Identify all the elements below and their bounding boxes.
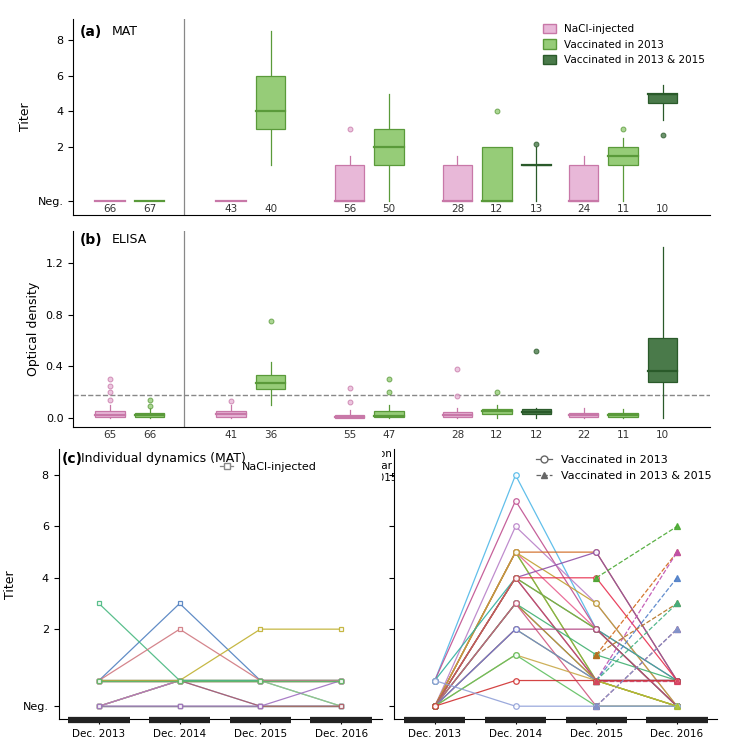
Bar — [648, 338, 677, 382]
Text: 13: 13 — [530, 204, 543, 214]
Bar — [569, 413, 599, 417]
Text: (b): (b) — [80, 233, 102, 246]
Bar — [255, 375, 285, 389]
Text: 67: 67 — [143, 204, 156, 214]
Legend: NaCl-injected, Vaccinated in 2013, Vaccinated in 2013 & 2015: NaCl-injected, Vaccinated in 2013, Vacci… — [543, 24, 705, 65]
Bar — [255, 76, 285, 130]
Y-axis label: Optical density: Optical density — [27, 282, 40, 376]
Bar — [335, 165, 365, 201]
Text: Individual dynamics (MAT): Individual dynamics (MAT) — [81, 452, 246, 465]
Bar — [569, 165, 599, 201]
Bar — [648, 94, 677, 103]
Bar — [443, 165, 472, 201]
Text: 56: 56 — [343, 204, 356, 214]
Bar — [608, 148, 638, 165]
Text: 28: 28 — [451, 204, 464, 214]
Bar — [135, 413, 164, 416]
Text: 12: 12 — [530, 429, 543, 440]
Bar — [335, 415, 365, 418]
Text: 11: 11 — [616, 429, 630, 440]
Text: 66: 66 — [143, 429, 156, 440]
Text: (c): (c) — [61, 452, 83, 466]
Bar — [608, 413, 638, 416]
Bar — [374, 130, 404, 165]
Text: MAT: MAT — [111, 25, 138, 37]
Legend: NaCl-injected: NaCl-injected — [215, 458, 321, 476]
Text: 55: 55 — [343, 429, 356, 440]
Bar — [374, 411, 404, 417]
Bar — [217, 410, 246, 416]
Text: 12: 12 — [490, 204, 504, 214]
Text: 41: 41 — [225, 429, 238, 440]
Text: 36: 36 — [264, 429, 277, 440]
Text: 28: 28 — [451, 429, 464, 440]
Text: 12: 12 — [490, 429, 504, 440]
Bar — [482, 148, 512, 201]
Text: 10: 10 — [656, 204, 669, 214]
Text: 11: 11 — [616, 204, 630, 214]
Bar — [522, 410, 551, 414]
Text: (a): (a) — [80, 25, 102, 39]
Text: 40: 40 — [264, 204, 277, 214]
Y-axis label: Titer: Titer — [19, 103, 32, 131]
Text: 24: 24 — [577, 204, 590, 214]
Bar — [482, 409, 512, 414]
Text: ELISA: ELISA — [111, 233, 146, 246]
Text: 50: 50 — [382, 204, 395, 214]
Text: 66: 66 — [103, 204, 116, 214]
Text: 22: 22 — [577, 429, 590, 440]
Bar — [95, 410, 124, 416]
Text: 65: 65 — [103, 429, 116, 440]
Bar — [443, 412, 472, 416]
Y-axis label: Titer: Titer — [4, 570, 18, 598]
Legend: Vaccinated in 2013, Vaccinated in 2013 & 2015: Vaccinated in 2013, Vaccinated in 2013 &… — [536, 455, 712, 481]
Text: 10: 10 — [656, 429, 669, 440]
Text: 47: 47 — [382, 429, 395, 440]
Text: 43: 43 — [225, 204, 238, 214]
